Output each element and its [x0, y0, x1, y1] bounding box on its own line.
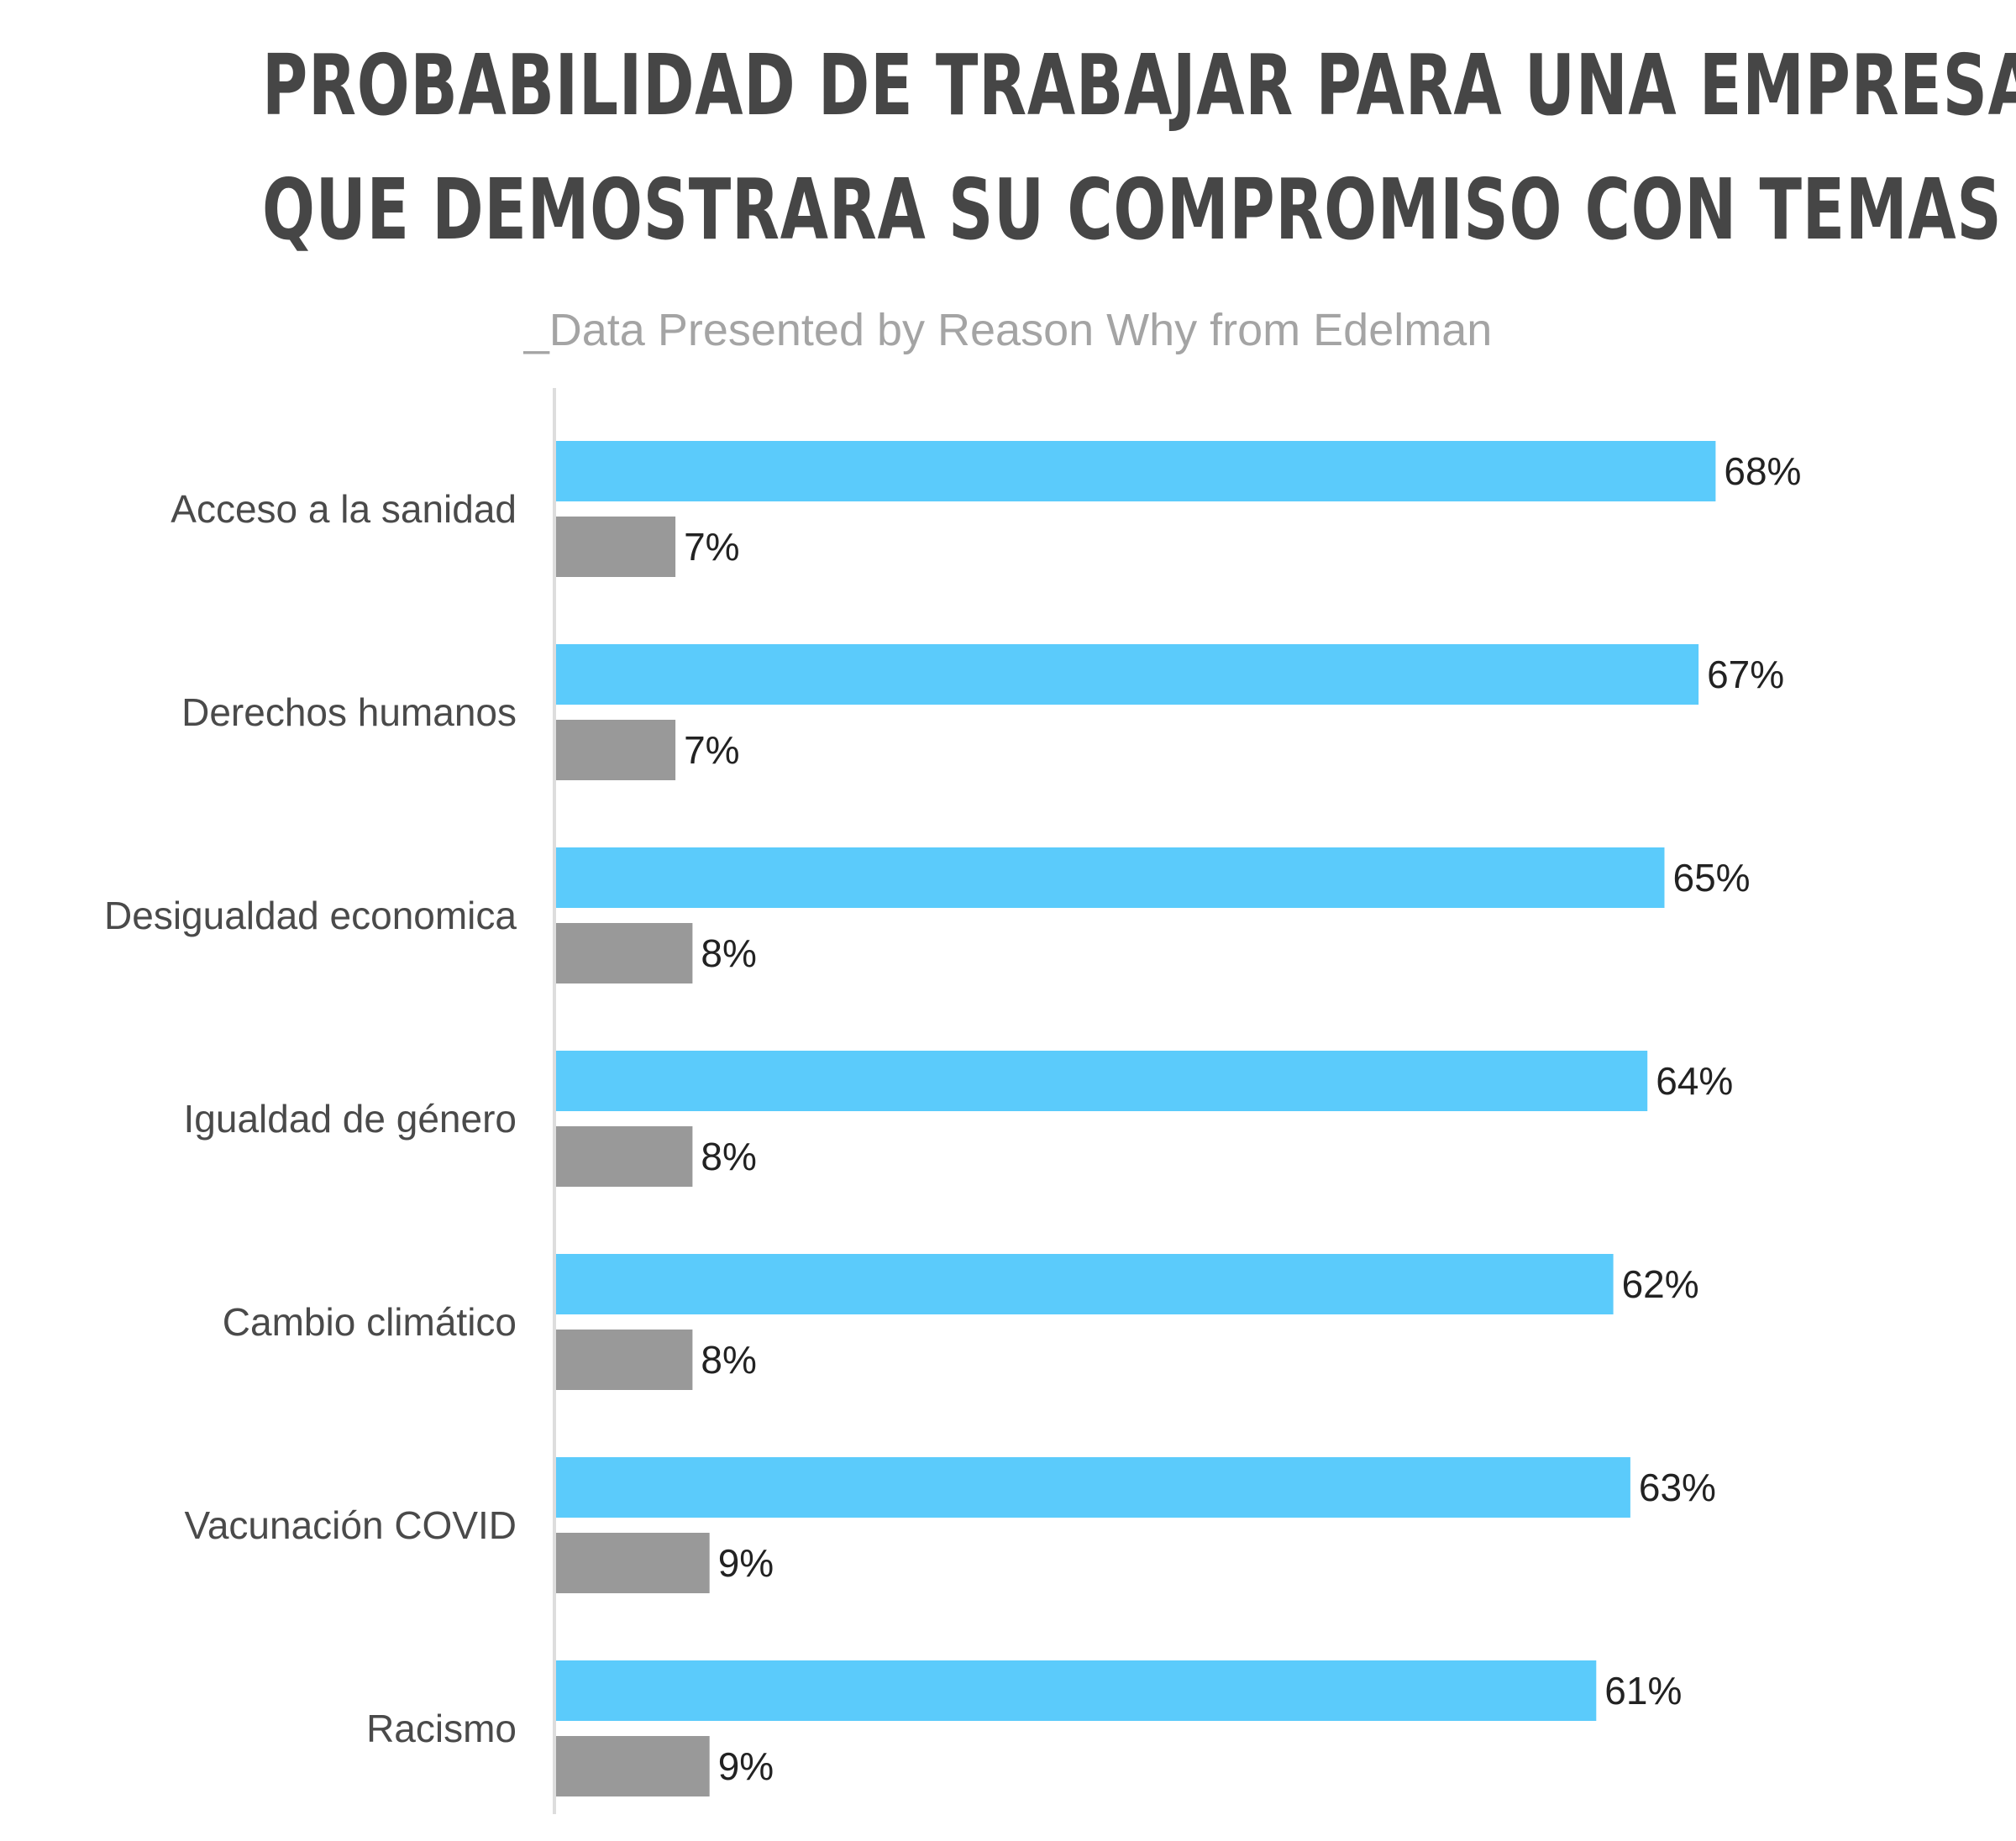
value-label-igualdad-de-genero-series-1: 64% [1656, 1059, 1733, 1103]
bar-derechos-humanos-series-1 [556, 644, 1699, 705]
value-label-igualdad-de-genero-series-2: 8% [701, 1135, 756, 1178]
category-label-acceso-a-la-sanidad: Acceso a la sanidad [171, 487, 517, 531]
chart-title: PROBABILIDAD DE TRABAJAR PARA UNA EMPRES… [262, 24, 2016, 272]
category-label-cambio-climatico: Cambio climático [223, 1300, 517, 1344]
category-label-racismo: Racismo [366, 1707, 517, 1750]
chart-subtitle: _Data Presented by Reason Why from Edelm… [523, 305, 1493, 355]
chart-title-line-1: PROBABILIDAD DE TRABAJAR PARA UNA EMPRES… [262, 36, 2016, 134]
value-label-cambio-climatico-series-2: 8% [701, 1338, 756, 1382]
bar-vacunacion-covid-series-1 [556, 1457, 1630, 1518]
chart-title-line-2: QUE DEMOSTRARA SU COMPROMISO CON TEMAS [262, 160, 2003, 259]
bar-racismo-series-2 [556, 1736, 710, 1796]
category-label-igualdad-de-genero: Igualdad de género [184, 1097, 517, 1141]
value-label-racismo-series-2: 9% [718, 1744, 774, 1788]
category-label-vacunacion-covid: Vacunación COVID [185, 1503, 517, 1547]
category-label-derechos-humanos: Derechos humanos [181, 690, 517, 734]
bar-desigualdad-economica-series-1 [556, 847, 1665, 908]
value-label-cambio-climatico-series-1: 62% [1622, 1262, 1699, 1306]
value-label-desigualdad-economica-series-2: 8% [701, 931, 756, 975]
bar-derechos-humanos-series-2 [556, 720, 676, 780]
bar-vacunacion-covid-series-2 [556, 1533, 710, 1593]
category-label-desigualdad-economica: Desigualdad economica [104, 894, 517, 937]
bar-acceso-a-la-sanidad-series-2 [556, 517, 676, 577]
value-label-vacunacion-covid-series-1: 63% [1639, 1466, 1716, 1509]
bar-cambio-climatico-series-1 [556, 1254, 1614, 1314]
value-label-acceso-a-la-sanidad-series-1: 68% [1724, 449, 1801, 493]
bar-cambio-climatico-series-2 [556, 1330, 693, 1390]
value-label-racismo-series-1: 61% [1604, 1669, 1682, 1712]
bar-racismo-series-1 [556, 1660, 1597, 1721]
bar-desigualdad-economica-series-2 [556, 923, 693, 983]
bar-acceso-a-la-sanidad-series-1 [556, 441, 1716, 501]
value-label-acceso-a-la-sanidad-series-2: 7% [684, 525, 739, 569]
bar-igualdad-de-genero-series-2 [556, 1126, 693, 1187]
value-label-derechos-humanos-series-1: 67% [1707, 653, 1784, 696]
bar-igualdad-de-genero-series-1 [556, 1051, 1648, 1111]
value-label-desigualdad-economica-series-1: 65% [1673, 856, 1751, 900]
value-label-derechos-humanos-series-2: 7% [684, 728, 739, 772]
value-label-vacunacion-covid-series-2: 9% [718, 1541, 774, 1585]
bars-group: Acceso a la sanidad 68% 7% Derechos humanos… [104, 441, 1801, 1796]
